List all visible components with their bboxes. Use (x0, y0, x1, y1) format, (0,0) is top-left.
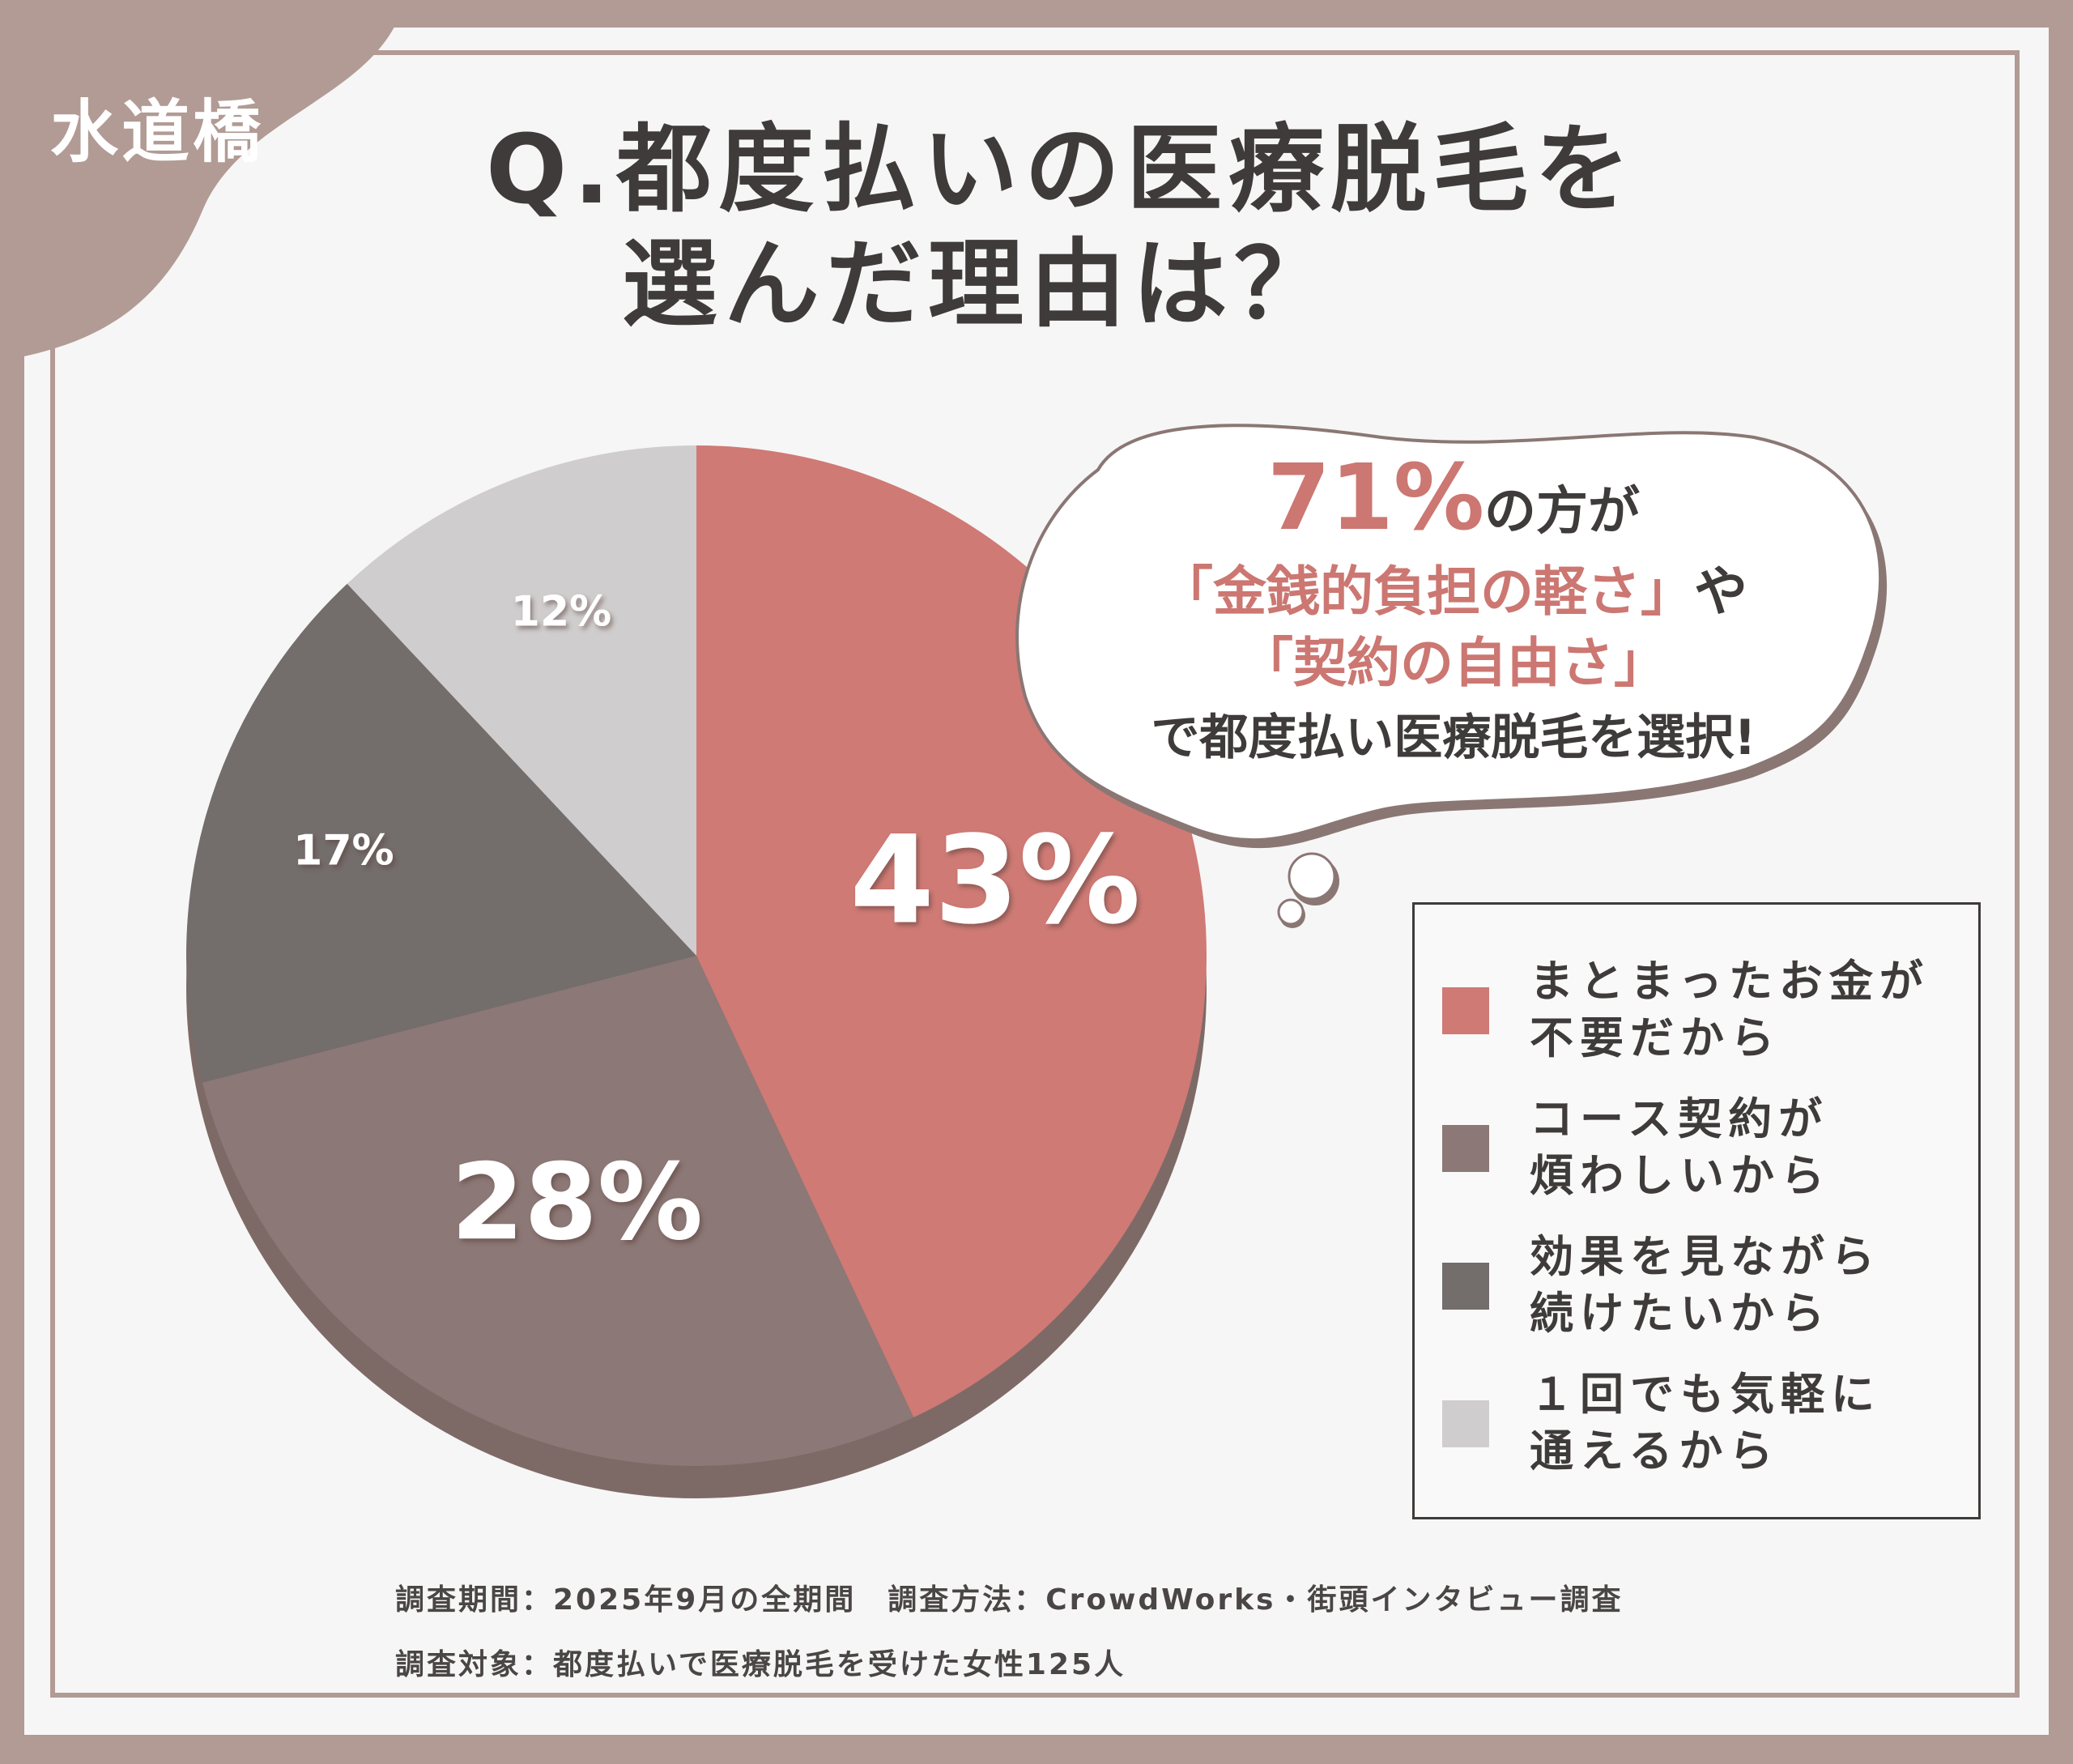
legend-item: 効果を見ながら 続けたいから (1442, 1229, 1960, 1350)
legend-swatch (1442, 1263, 1489, 1310)
legend-item: コース契約が 煩わしいから (1442, 1091, 1960, 1212)
legend-label: 効果を見ながら 続けたいから (1530, 1231, 1881, 1339)
pie-slice-label: 17% (293, 826, 394, 875)
pie-slice-label: 12% (511, 587, 611, 636)
bubble-dot-small (1277, 898, 1305, 928)
thought-bubble (1015, 424, 1888, 849)
page-title: Q.都度払いの医療脱毛を 選んだ理由は？ (486, 112, 1701, 342)
location-tab (0, 0, 405, 356)
chart-legend: まとまったお金が 不要だから コース契約が 煩わしいから 効果を見ながら 続けた… (1412, 902, 1981, 1519)
callout-line-3: 「契約の自由さ」 (1240, 632, 1667, 694)
callout-percent: 71% (1266, 445, 1485, 551)
title-line-1: Q.都度払いの医療脱毛を (486, 113, 1637, 225)
footnote-line-1: 調査期間：2025年9月の全期間 調査方法：CrowdWorks・街頭インタビュ… (395, 1583, 1624, 1617)
pie-chart: 43% 28% 17% 12% (186, 445, 1207, 1498)
footnote-line-2: 調査対象：都度払いで医療脱毛を受けた女性125人 (395, 1648, 1126, 1681)
callout-line-1: 71%の方が (1004, 453, 1903, 556)
bubble-dot-large (1288, 852, 1339, 905)
title-line-2: 選んだ理由は？ (622, 228, 1337, 340)
callout-line-2: 「金銭的負担の軽さ」や (1004, 556, 1903, 628)
legend-swatch (1442, 987, 1489, 1034)
legend-item: まとまったお金が 不要だから (1442, 953, 1960, 1075)
legend-label: まとまったお金が 不要だから (1530, 956, 1930, 1063)
location-label: 水道橋 (50, 92, 265, 172)
legend-label: １回でも気軽に 通えるから (1530, 1369, 1881, 1476)
pie-slice-label: 28% (451, 1140, 703, 1263)
legend-swatch (1442, 1400, 1489, 1447)
legend-swatch (1442, 1125, 1489, 1172)
pie-slice (186, 583, 697, 1083)
callout-text: 71%の方が 「金銭的負担の軽さ」や 「契約の自由さ」 で都度払い医療脱毛を選択… (1004, 453, 1903, 777)
pie-slice (202, 956, 914, 1466)
legend-label: コース契約が 煩わしいから (1530, 1093, 1831, 1201)
callout-line-4: で都度払い医療脱毛を選択! (1151, 709, 1756, 766)
inner-border (50, 50, 2020, 1698)
pie-slice (347, 445, 696, 956)
callout-line-2-tail: や (1694, 560, 1747, 623)
legend-item: １回でも気軽に 通えるから (1442, 1366, 1960, 1488)
pie-slice-label: 43% (849, 811, 1140, 952)
callout-line-1-suffix: の方が (1484, 482, 1641, 542)
callout-line-2-text: 「金銭的負担の軽さ」 (1160, 560, 1694, 623)
